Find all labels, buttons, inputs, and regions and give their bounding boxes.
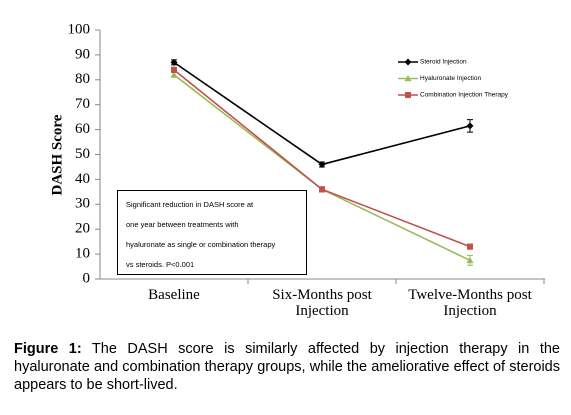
y-tick-label: 30 (75, 196, 90, 212)
annotation-line: Significant reduction in DASH score at (126, 200, 254, 209)
caption-text: The DASH score is similarly affected by … (14, 341, 560, 393)
chart: DASH Score 0 10 20 30 40 50 60 70 80 90 100 Steroid… (49, 21, 545, 286)
legend-label: Combination Injection Therapy (420, 92, 509, 99)
y-tick-label: 100 (68, 21, 91, 37)
x-tick-label: Baseline (148, 287, 200, 303)
y-tick-label: 70 (75, 96, 90, 112)
data-point (318, 160, 326, 168)
data-point (170, 58, 178, 66)
y-tick-label: 40 (75, 171, 90, 187)
legend-label: Hyaluronate Injection (420, 75, 481, 82)
y-tick-label: 50 (75, 146, 90, 162)
annotation-line: vs steroids. P<0.001 (126, 260, 195, 269)
caption-label: Figure 1: (14, 341, 82, 357)
legend-item: Hyaluronate Injection (398, 75, 481, 82)
caption: Figure 1: The DASH score is similarly af… (14, 340, 560, 394)
y-tick-label: 20 (75, 221, 90, 237)
y-axis-label: DASH Score (49, 114, 65, 195)
legend-marker (405, 92, 411, 98)
legend-item: Steroid Injection (398, 58, 467, 66)
x-tick-label: Six-Months post Injection (272, 287, 372, 319)
legend-marker (404, 58, 412, 66)
annotation-line: hyaluronate as single or combination the… (126, 240, 276, 249)
legend-marker (404, 75, 412, 82)
annotation: Significant reduction in DASH score at on… (117, 190, 307, 275)
y-tick-label: 80 (75, 71, 90, 87)
data-point (466, 122, 474, 130)
data-point (319, 186, 325, 193)
data-point (467, 243, 473, 250)
data-point (171, 66, 177, 73)
y-tick-label: 10 (75, 246, 90, 262)
y-tick-label: 0 (83, 270, 91, 286)
legend-label: Steroid Injection (420, 59, 467, 66)
data-point (466, 256, 474, 264)
annotation-line: one year between treatments with (126, 220, 239, 229)
x-tick-label: Twelve-Months post Injection (408, 287, 532, 319)
data-point (170, 71, 178, 78)
y-tick-label: 60 (75, 121, 90, 137)
y-tick-label: 90 (75, 46, 90, 62)
legend-item: Combination Injection Therapy (398, 92, 509, 99)
